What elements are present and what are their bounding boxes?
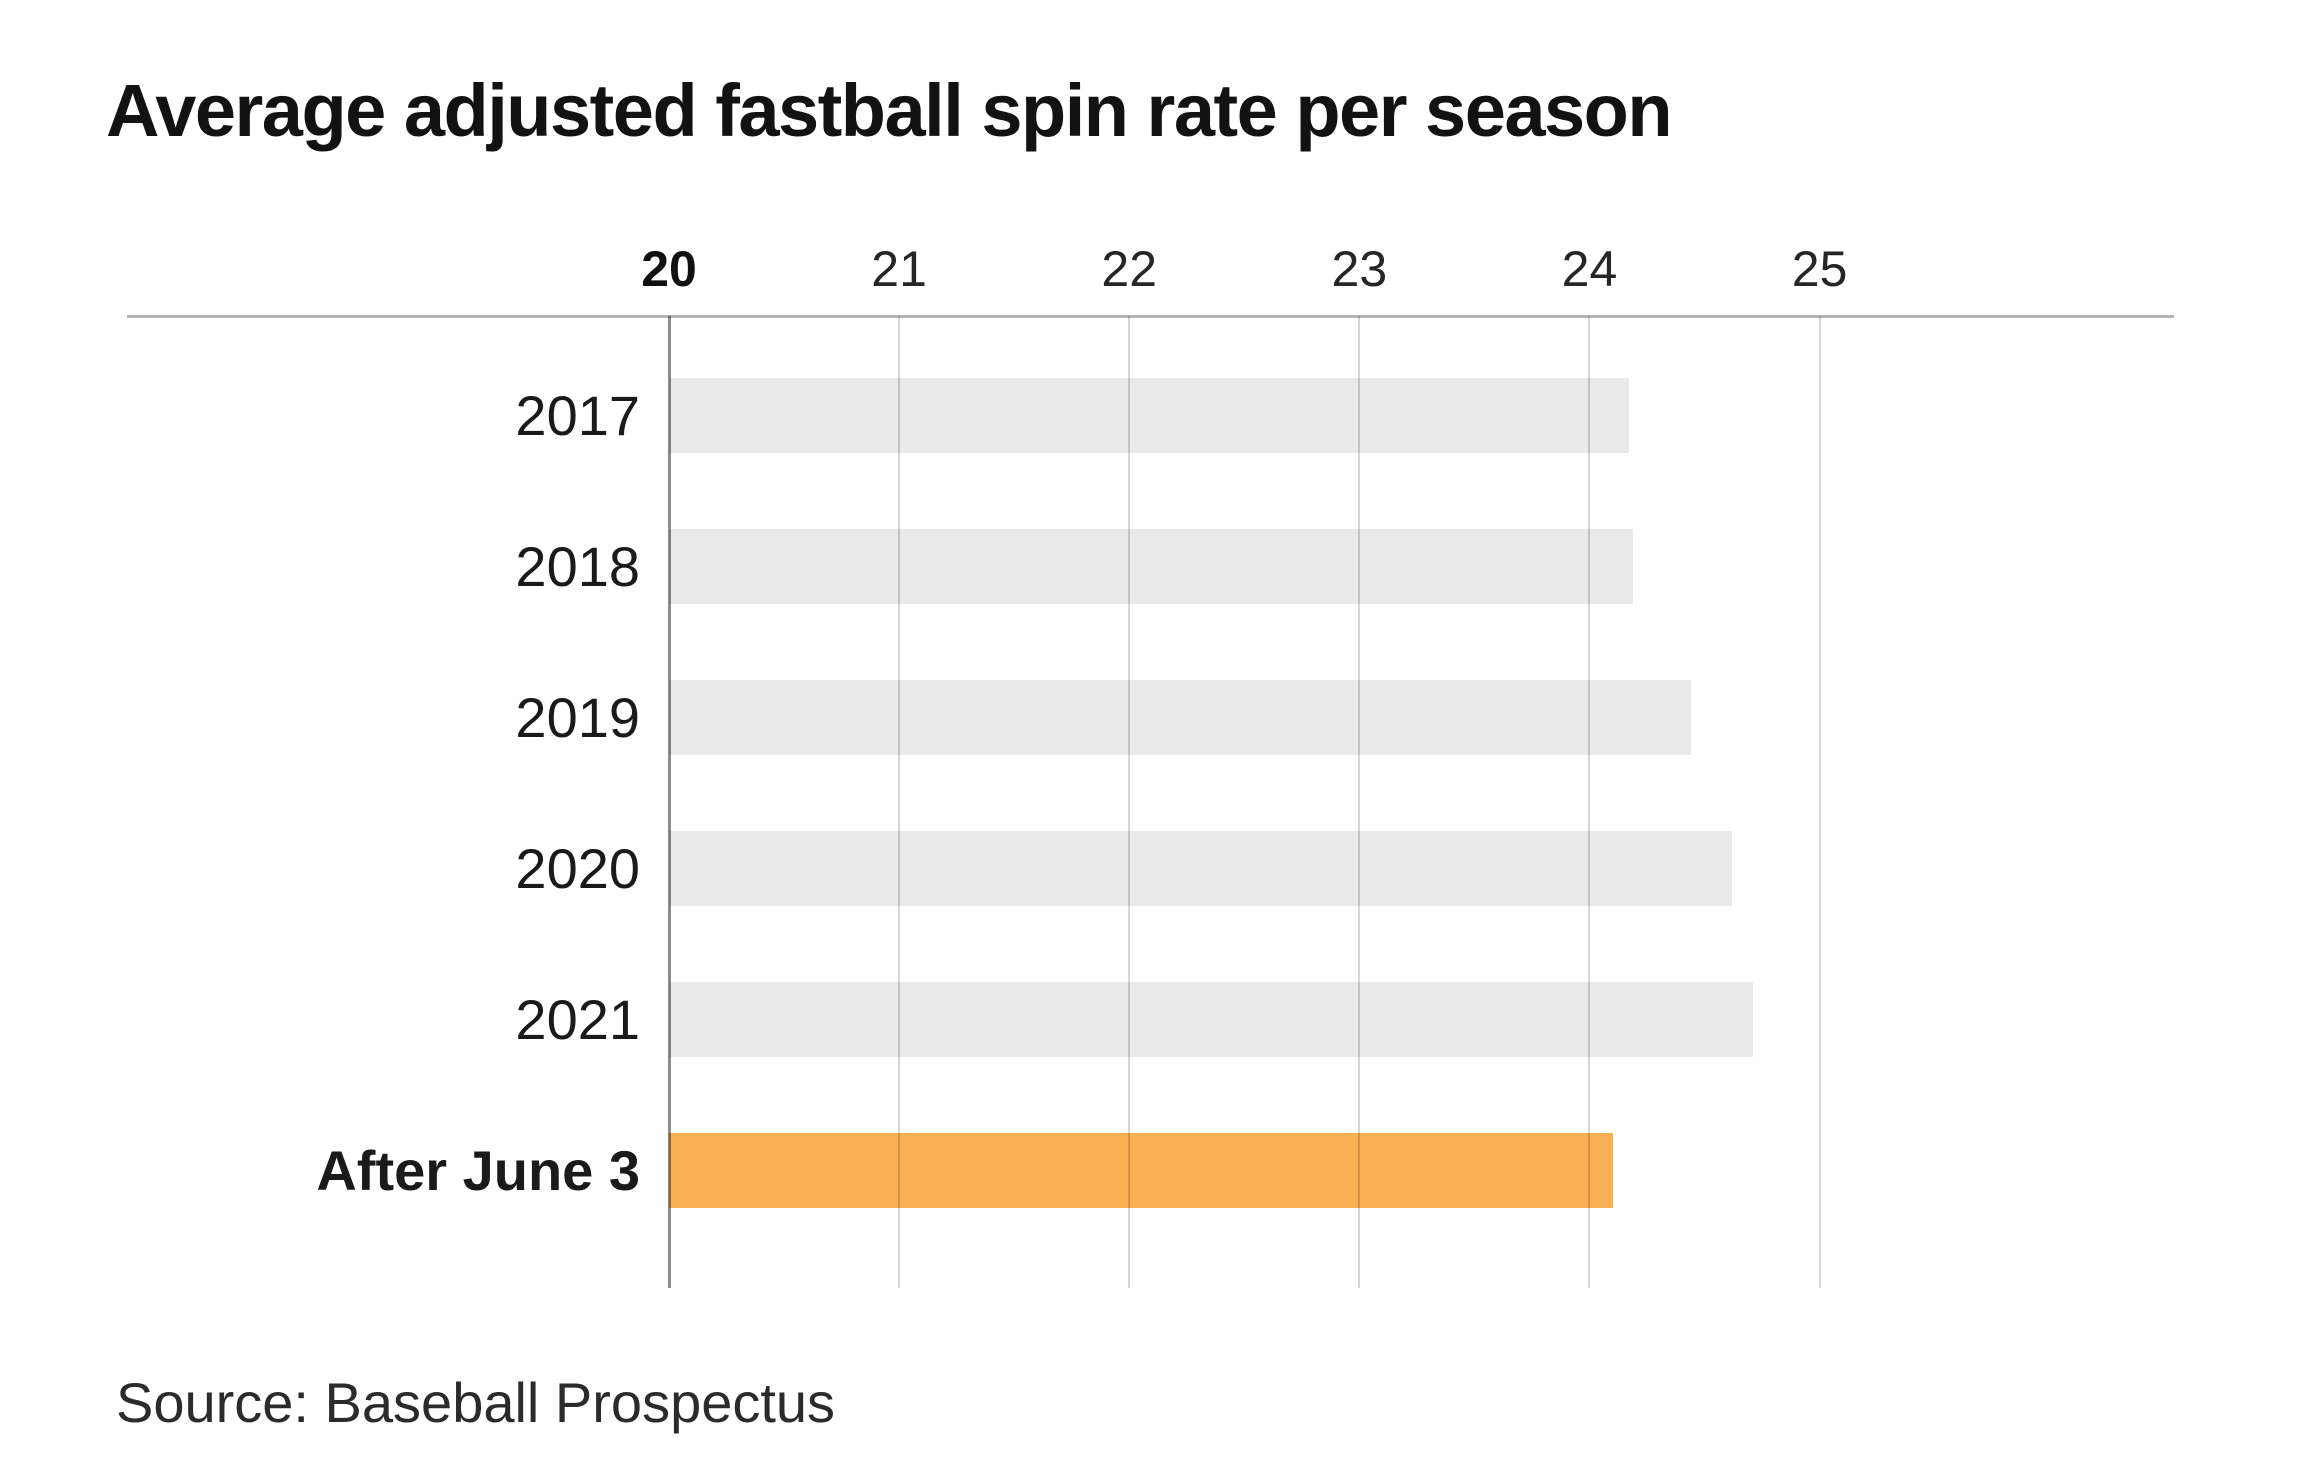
gridline-x-23 bbox=[1358, 316, 1361, 1288]
gridline-x-24 bbox=[1588, 316, 1591, 1288]
x-tick-label-22: 22 bbox=[1101, 241, 1158, 297]
chart-title: Average adjusted fastball spin rate per … bbox=[106, 69, 1673, 152]
category-label-2021: 2021 bbox=[515, 987, 640, 1051]
x-tick-label-20: 20 bbox=[641, 241, 697, 297]
bar-2019 bbox=[669, 680, 1691, 755]
category-label-2018: 2018 bbox=[515, 534, 640, 598]
category-label-2020: 2020 bbox=[515, 836, 640, 900]
x-tick-label-25: 25 bbox=[1791, 241, 1848, 297]
gridline-x-25 bbox=[1818, 316, 1821, 1288]
gridline-x-21 bbox=[898, 316, 901, 1288]
x-tick-label-21: 21 bbox=[871, 241, 927, 297]
bar-2017 bbox=[669, 378, 1629, 453]
category-label-2019: 2019 bbox=[515, 685, 640, 749]
y-axis-line bbox=[667, 316, 671, 1288]
gridline-x-22 bbox=[1128, 316, 1131, 1288]
category-label-after-june-3: After June 3 bbox=[316, 1138, 640, 1202]
x-tick-label-24: 24 bbox=[1561, 241, 1618, 297]
x-tick-label-23: 23 bbox=[1331, 241, 1388, 297]
bar-2021 bbox=[669, 982, 1753, 1057]
bar-2020 bbox=[669, 831, 1733, 906]
bar-after-june-3 bbox=[669, 1133, 1613, 1208]
bar-2018 bbox=[669, 529, 1634, 604]
source-note: Source: Baseball Prospectus bbox=[116, 1371, 836, 1434]
x-axis-top-rule bbox=[127, 315, 2174, 318]
category-label-2017: 2017 bbox=[515, 383, 640, 447]
